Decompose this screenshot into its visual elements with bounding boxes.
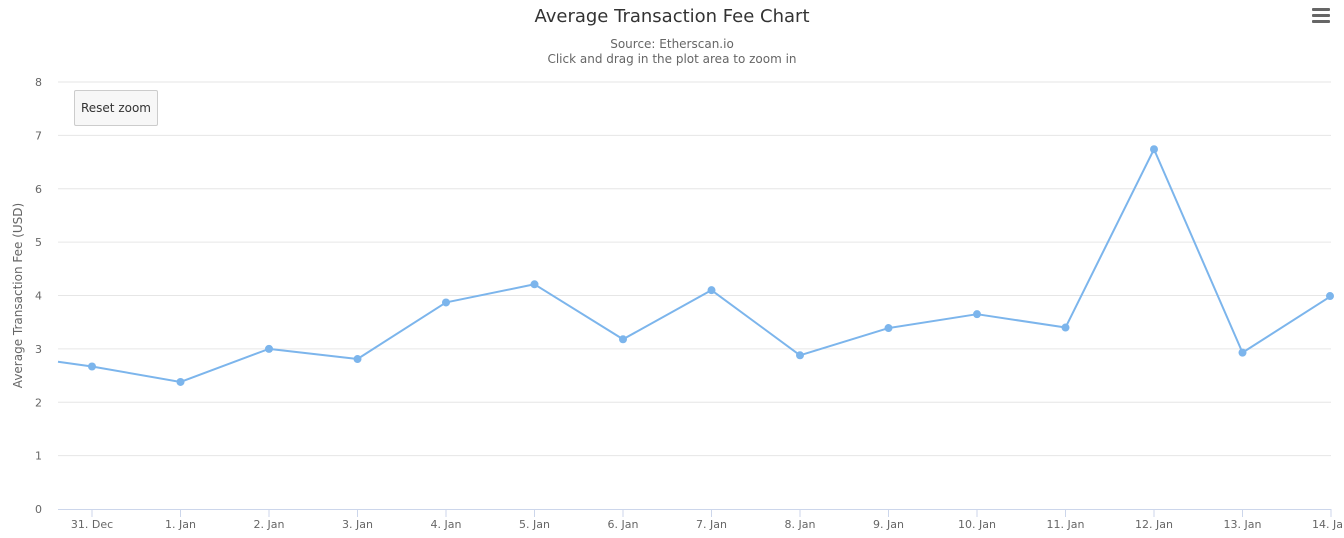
hamburger-menu-icon[interactable] xyxy=(1312,8,1330,24)
series-line xyxy=(57,148,1332,383)
data-point xyxy=(353,355,362,364)
data-point xyxy=(796,351,804,360)
data-point xyxy=(88,362,96,371)
y-tick-label: 6 xyxy=(35,183,42,196)
x-tick-label: 7. Jan xyxy=(696,518,727,531)
data-point xyxy=(707,286,716,295)
y-tick-label: 2 xyxy=(35,396,42,409)
data-point xyxy=(619,335,627,344)
menu-bar xyxy=(1312,20,1330,23)
menu-bar xyxy=(1312,8,1330,11)
x-tick-label: 9. Jan xyxy=(873,518,904,531)
y-tick-label: 3 xyxy=(35,343,42,356)
x-tick-label: 4. Jan xyxy=(431,518,462,531)
y-axis-title: Average Transaction Fee (USD) xyxy=(11,203,25,388)
data-point xyxy=(973,310,981,319)
y-tick-label: 4 xyxy=(35,290,42,303)
x-tick-label: 31. Dec xyxy=(71,518,113,531)
data-point xyxy=(1326,292,1334,301)
x-tick-label: 11. Jan xyxy=(1047,518,1085,531)
y-tick-label: 8 xyxy=(35,76,42,89)
y-tick-label: 5 xyxy=(35,236,42,249)
x-tick-label: 10. Jan xyxy=(958,518,996,531)
data-point xyxy=(1061,323,1070,332)
x-tick-label: 14. Jan xyxy=(1312,518,1344,531)
data-point xyxy=(530,280,539,289)
x-tick-label: 3. Jan xyxy=(342,518,373,531)
reset-zoom-button[interactable]: Reset zoom xyxy=(74,90,158,126)
zoom-hint: Click and drag in the plot area to zoom … xyxy=(547,52,797,66)
data-point xyxy=(176,377,185,386)
x-tick-label: 5. Jan xyxy=(519,518,550,531)
data-point xyxy=(1238,348,1247,357)
y-tick-label: 0 xyxy=(35,503,42,516)
x-tick-label: 6. Jan xyxy=(608,518,639,531)
x-tick-label: 8. Jan xyxy=(785,518,816,531)
y-tick-label: 1 xyxy=(35,450,42,463)
y-tick-label: 7 xyxy=(35,129,42,142)
data-point xyxy=(1150,145,1158,154)
chart-title: Average Transaction Fee Chart xyxy=(534,6,810,27)
x-tick-label: 1. Jan xyxy=(165,518,196,531)
x-tick-label: 12. Jan xyxy=(1135,518,1173,531)
data-point xyxy=(442,298,450,307)
data-point xyxy=(884,324,893,333)
menu-bar xyxy=(1312,14,1330,17)
chart-source: Source: Etherscan.io xyxy=(610,37,734,51)
x-tick-label: 13. Jan xyxy=(1224,518,1262,531)
x-tick-label: 2. Jan xyxy=(254,518,285,531)
data-point xyxy=(265,344,273,353)
